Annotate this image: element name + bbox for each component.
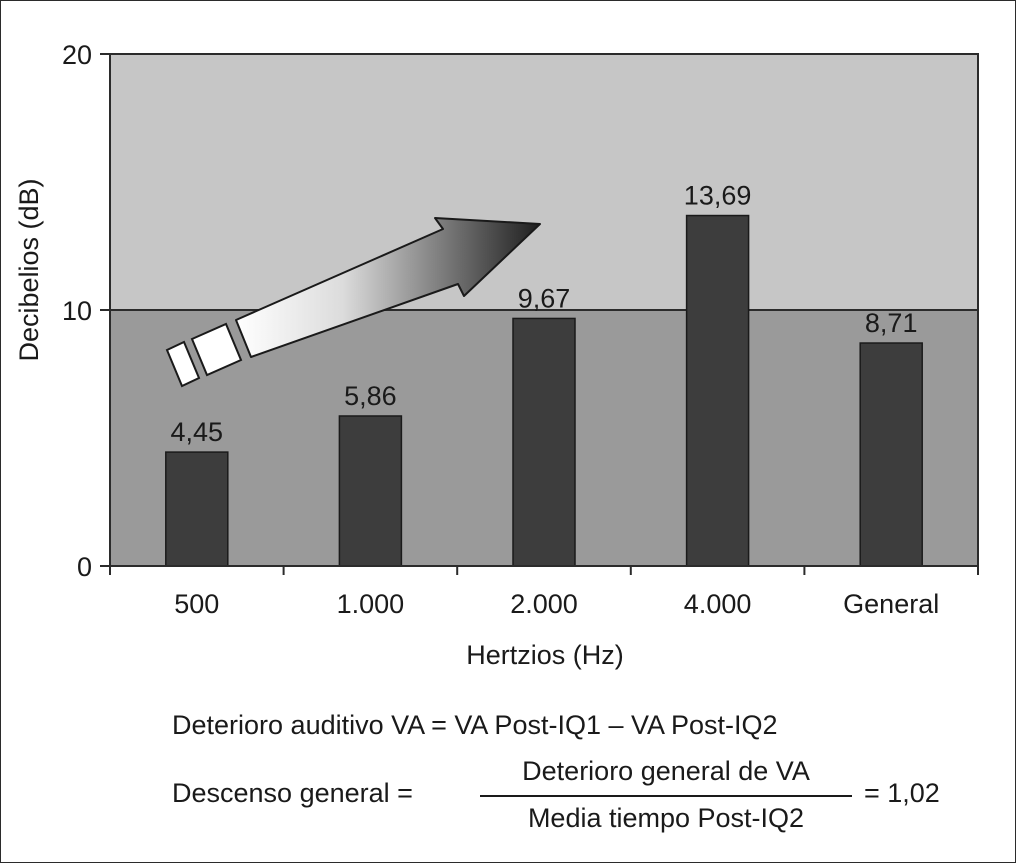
data-label-4: 8,71 xyxy=(865,308,918,338)
trend-arrow-segment-small xyxy=(165,340,201,388)
y-tick-label-0: 0 xyxy=(77,552,92,582)
data-label-2: 9,67 xyxy=(518,283,571,313)
data-label-1: 5,86 xyxy=(344,381,397,411)
bar-1 xyxy=(338,415,403,567)
formula-denominator: Media tiempo Post-IQ2 xyxy=(527,803,805,833)
x-tick-label-3: 4.000 xyxy=(684,589,752,619)
x-tick-label-0: 500 xyxy=(174,589,219,619)
trend-arrow-body xyxy=(235,217,541,358)
x-tick-label-2: 2.000 xyxy=(510,589,578,619)
formula-result: = 1,02 xyxy=(864,778,940,808)
fraction-bar xyxy=(480,795,852,797)
formula-numerator: Deterioro general de VA xyxy=(522,756,810,786)
bar-3 xyxy=(685,214,750,567)
x-tick-label-1: 1.000 xyxy=(337,589,405,619)
bar-0 xyxy=(165,451,229,567)
y-axis-title: Decibelios (dB) xyxy=(14,178,44,361)
bar-2 xyxy=(512,317,576,567)
background-band-1 xyxy=(110,54,978,310)
data-label-3: 13,69 xyxy=(684,181,752,211)
formula-descenso-label: Descenso general = xyxy=(172,778,413,808)
formula-deterioro-auditivo: Deterioro auditivo VA = VA Post-IQ1 – VA… xyxy=(172,710,778,740)
data-label-0: 4,45 xyxy=(171,417,224,447)
y-tick-label-2: 20 xyxy=(62,40,92,70)
y-tick-label-1: 10 xyxy=(62,296,92,326)
trend-arrow-segment-medium xyxy=(190,322,243,377)
trend-arrow-icon xyxy=(165,217,541,388)
x-axis-title: Hertzios (Hz) xyxy=(466,640,624,670)
x-tick-label-4: General xyxy=(843,589,939,619)
bar-4 xyxy=(859,342,923,567)
